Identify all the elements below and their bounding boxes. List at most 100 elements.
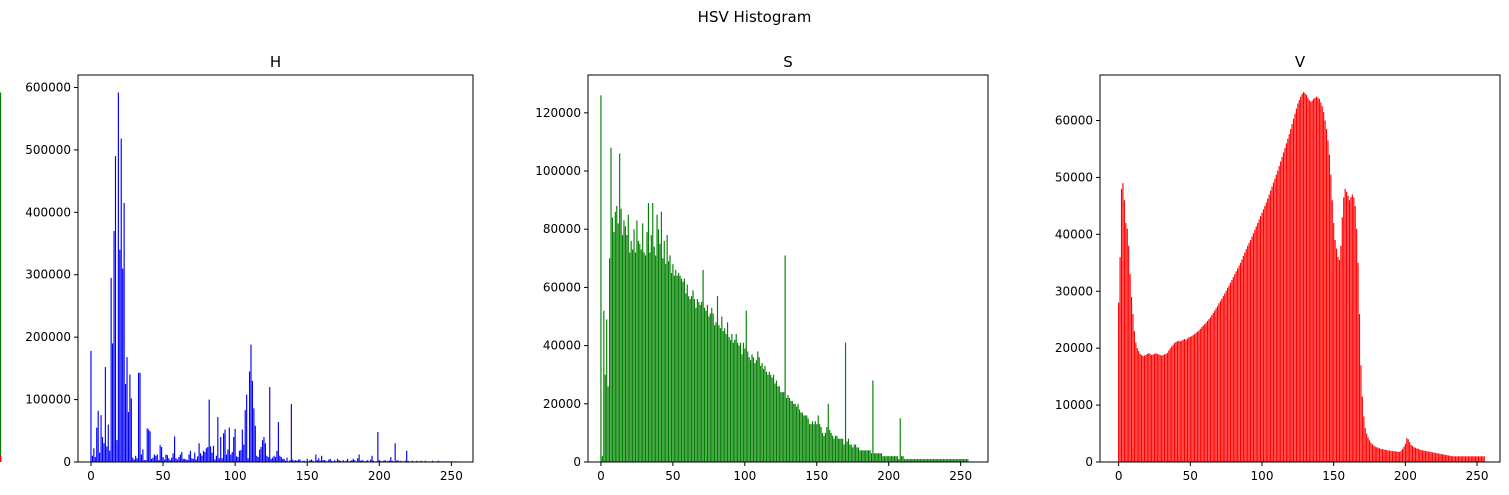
h-bar [351,460,353,462]
v-bar [1145,355,1147,462]
v-bar [1321,106,1323,463]
v-bar [1320,102,1322,462]
v-bar [1470,456,1472,462]
h-bar [140,454,142,462]
s-bar [965,459,967,462]
h-y-tick-label: 400000 [25,205,71,219]
v-bar [1463,456,1465,462]
s-bar [821,432,824,462]
v-bar [1271,186,1273,463]
v-bar [1159,355,1161,462]
h-bar [204,452,206,462]
h-bar [155,455,157,462]
s-bar [820,427,822,462]
s-bar [951,459,953,462]
v-bar [1274,178,1276,462]
v-bar [0,456,2,462]
v-bar [1341,217,1343,462]
s-bar [620,208,622,462]
v-bar [1125,222,1127,462]
v-bar [1241,259,1243,462]
h-y-tick-label: 500000 [25,143,71,157]
v-bar [1353,197,1355,463]
s-bar [745,310,747,462]
v-y-tick-label: 40000 [1055,227,1093,241]
v-bar [1128,245,1130,462]
s-bar [657,229,660,462]
h-bar [279,455,281,462]
h-bar [125,383,127,462]
s-bar [623,220,625,462]
h-bar [192,458,194,462]
h-bar [424,460,426,462]
s-bar [617,223,619,462]
s-bar [770,374,772,462]
s-bar [744,348,746,462]
s-bar [844,342,847,462]
h-bar [289,460,291,462]
v-bar [1407,439,1409,462]
s-bar [632,249,634,462]
h-bar [205,448,207,462]
v-bar [1151,355,1153,462]
s-bar [672,264,674,462]
h-bar [218,458,220,462]
s-bar [944,459,946,462]
v-bar [1430,452,1432,462]
s-bar [643,252,645,462]
h-bar [243,444,245,462]
v-bar [1248,242,1250,462]
h-bar [282,458,284,462]
s-bar [908,459,910,462]
v-bar [1139,353,1141,462]
v-bar [1196,331,1199,462]
v-bar [1406,438,1408,462]
s-bar [790,400,792,462]
h-bar [150,458,153,462]
s-bar [761,363,763,462]
s-bar [829,429,831,462]
v-bar [1209,317,1211,462]
s-bar [852,447,854,462]
h-bar [224,429,226,462]
v-bar [1235,271,1237,462]
s-bar [860,450,862,462]
v-bar [1304,93,1306,463]
s-bar [601,456,603,462]
v-bar [1303,92,1305,462]
v-bar [1328,154,1330,462]
v-bar [1348,200,1351,462]
v-bar [1231,279,1233,462]
h-bar [397,460,399,462]
v-x-tick-label: 100 [1251,469,1274,483]
s-bar [787,395,789,462]
h-bar [185,459,187,462]
h-bar [174,436,176,462]
h-bar [325,460,327,462]
h-bar [227,449,229,462]
s-bar [640,249,642,462]
s-bar [611,217,614,462]
v-bar [1133,331,1135,462]
h-bar [299,459,301,462]
v-x-tick-label: 50 [1183,469,1198,483]
s-bar [606,319,608,462]
h-bar [91,455,93,462]
s-bar [734,339,736,462]
v-bar [1403,446,1405,462]
v-bar [1376,447,1378,462]
h-bar [306,458,308,462]
s-bar [873,453,875,462]
s-bar [832,435,834,462]
h-bar [152,457,154,462]
s-bar [798,409,801,462]
h-bar [263,437,265,462]
h-bar [420,460,422,462]
v-bar [1453,456,1455,462]
s-bar [886,456,888,462]
h-bar [370,459,372,462]
s-bar [773,374,775,462]
h-bar [127,412,130,462]
v-bar [1178,340,1180,462]
h-bar [280,457,282,462]
